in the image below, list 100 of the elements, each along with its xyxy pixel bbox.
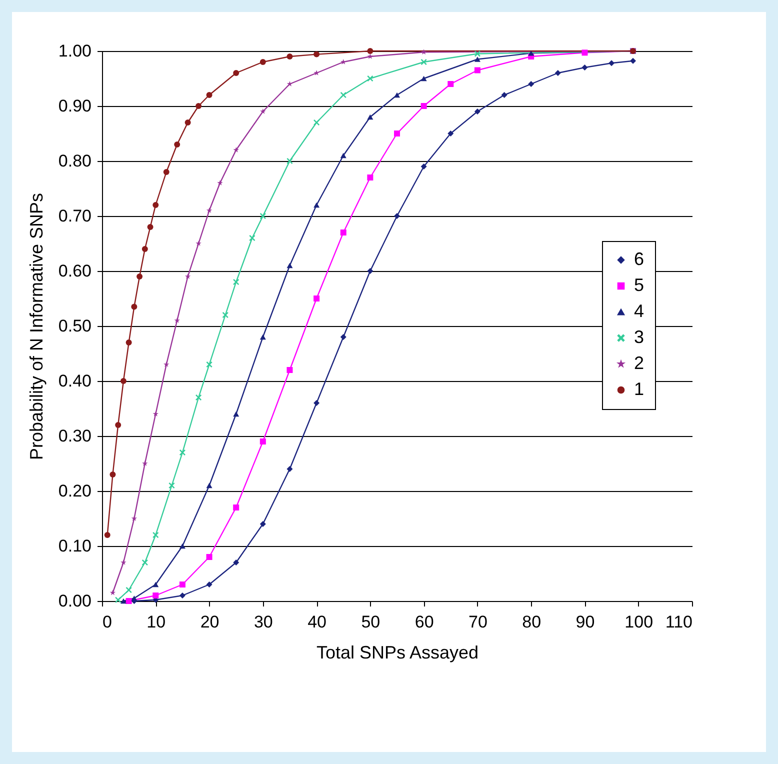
point bbox=[314, 202, 320, 208]
point bbox=[206, 362, 212, 368]
point bbox=[179, 543, 186, 549]
point bbox=[206, 482, 212, 488]
point bbox=[131, 516, 138, 521]
point bbox=[142, 460, 148, 466]
point bbox=[314, 296, 320, 302]
point bbox=[314, 70, 320, 76]
point bbox=[314, 51, 320, 58]
point bbox=[249, 235, 256, 241]
point bbox=[196, 394, 202, 400]
point bbox=[420, 76, 427, 82]
point bbox=[608, 60, 615, 66]
point bbox=[367, 114, 374, 120]
point bbox=[260, 438, 266, 444]
point bbox=[206, 208, 212, 213]
y-tick-label: 0.80 bbox=[58, 152, 92, 170]
point bbox=[104, 532, 110, 538]
legend-label: 5 bbox=[634, 275, 644, 295]
x-axis-title: Total SNPs Assayed bbox=[316, 642, 479, 662]
legend-label: 3 bbox=[634, 327, 644, 347]
point bbox=[126, 598, 132, 604]
point bbox=[501, 92, 508, 98]
y-tick-label: 1.00 bbox=[58, 42, 92, 60]
point bbox=[582, 64, 588, 70]
point bbox=[314, 120, 320, 126]
point bbox=[222, 312, 228, 318]
point bbox=[233, 147, 239, 152]
y-tick-label: 0.90 bbox=[58, 96, 92, 116]
x-tick-label: 70 bbox=[468, 612, 488, 632]
point bbox=[152, 202, 159, 208]
x-tick-label: 40 bbox=[308, 612, 327, 632]
point bbox=[179, 582, 186, 588]
point bbox=[206, 92, 212, 98]
point bbox=[340, 334, 346, 340]
point bbox=[120, 598, 126, 604]
x-tick-label: 80 bbox=[522, 612, 542, 632]
point bbox=[179, 450, 186, 456]
x-tick-label: 50 bbox=[361, 612, 380, 632]
point bbox=[260, 108, 266, 114]
y-tick-label: 0.10 bbox=[58, 536, 92, 556]
point bbox=[394, 130, 400, 136]
y-tick-label: 0.20 bbox=[58, 482, 92, 500]
point bbox=[474, 67, 480, 74]
legend-label: 2 bbox=[634, 353, 644, 373]
x-tick-label: 100 bbox=[624, 612, 654, 632]
point bbox=[233, 411, 240, 417]
point bbox=[420, 103, 427, 109]
point bbox=[136, 274, 143, 280]
point bbox=[152, 592, 159, 598]
point bbox=[206, 582, 212, 588]
point bbox=[340, 152, 346, 158]
y-tick-label: 0.30 bbox=[58, 426, 92, 446]
point bbox=[115, 422, 122, 428]
point bbox=[448, 81, 454, 87]
point bbox=[630, 58, 636, 64]
point bbox=[120, 378, 126, 384]
point bbox=[233, 279, 240, 285]
point bbox=[168, 482, 175, 488]
point bbox=[260, 59, 266, 65]
point bbox=[448, 130, 454, 136]
x-tick-label: 110 bbox=[665, 612, 692, 632]
point bbox=[260, 213, 266, 219]
point bbox=[286, 466, 293, 472]
point bbox=[367, 48, 374, 54]
x-tick-label: 10 bbox=[146, 612, 166, 632]
point bbox=[554, 70, 561, 76]
point bbox=[474, 56, 480, 62]
y-tick-label: 0.50 bbox=[58, 316, 92, 336]
point bbox=[340, 92, 346, 98]
point bbox=[126, 587, 132, 593]
point bbox=[367, 174, 374, 180]
point bbox=[286, 262, 293, 268]
legend-label: 6 bbox=[634, 249, 644, 269]
y-tick-label: 0.70 bbox=[58, 206, 92, 226]
point bbox=[286, 54, 293, 60]
point bbox=[233, 70, 240, 76]
point bbox=[110, 472, 116, 478]
point bbox=[528, 81, 534, 87]
point bbox=[196, 103, 202, 109]
point bbox=[115, 596, 122, 603]
point bbox=[286, 367, 293, 373]
point bbox=[420, 49, 427, 55]
point bbox=[126, 340, 132, 346]
point bbox=[206, 554, 212, 560]
y-tick-label: 0.60 bbox=[58, 262, 92, 280]
point bbox=[528, 50, 534, 56]
point bbox=[394, 213, 400, 219]
point bbox=[147, 224, 154, 230]
point bbox=[474, 108, 480, 114]
point bbox=[120, 560, 126, 565]
y-tick-label: 0.40 bbox=[58, 372, 92, 390]
point bbox=[314, 400, 320, 406]
point bbox=[367, 54, 374, 59]
legend-label: 1 bbox=[634, 379, 644, 399]
x-tick-label: 60 bbox=[414, 612, 434, 632]
point bbox=[367, 268, 374, 274]
point bbox=[110, 590, 116, 596]
point bbox=[260, 334, 266, 340]
point bbox=[131, 304, 138, 310]
